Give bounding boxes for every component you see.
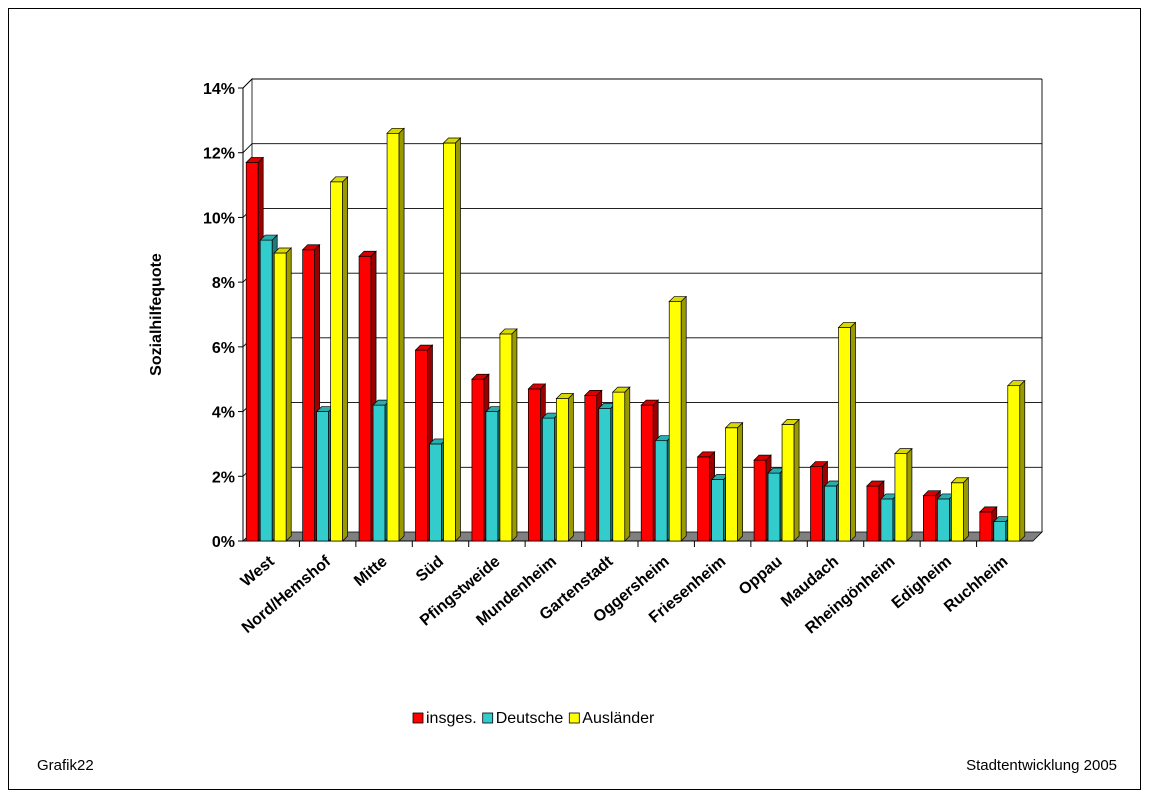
- bar-insges: [697, 456, 710, 542]
- bar-side: [963, 476, 969, 542]
- y-tick-label: 12%: [203, 146, 235, 163]
- bar-auslnder: [781, 424, 795, 542]
- bar-auslnder: [951, 482, 964, 542]
- bar-insges: [302, 249, 315, 542]
- bar-auslnder: [386, 132, 400, 542]
- bar-deutsche: [711, 479, 724, 542]
- bar-side: [624, 386, 631, 542]
- bar-insges: [471, 378, 485, 542]
- bar-insges: [923, 495, 936, 542]
- source-note: Stadtentwicklung 2005: [966, 757, 1117, 774]
- bar-insges: [415, 349, 428, 542]
- bar-side: [793, 418, 800, 542]
- x-tick-label: Süd: [413, 553, 447, 585]
- bar-auslnder: [556, 398, 569, 542]
- bar-auslnder: [894, 453, 908, 542]
- y-tick-label: 8%: [212, 275, 235, 292]
- bar-auslnder: [668, 301, 682, 542]
- bar-deutsche: [767, 472, 781, 542]
- legend-swatch: [568, 712, 580, 724]
- bar-auslnder: [330, 181, 343, 542]
- bar-auslnder: [1007, 385, 1021, 542]
- bar-insges: [245, 162, 259, 542]
- bar-deutsche: [429, 443, 442, 542]
- bar-deutsche: [316, 411, 329, 542]
- bar-insges: [753, 459, 767, 542]
- legend-swatch: [412, 712, 424, 724]
- bar-side: [680, 295, 687, 542]
- legend-label: Deutsche: [496, 710, 564, 727]
- bar-insges: [584, 395, 598, 542]
- chart-frame: 0% 2% 4% 6% 8% 10% 12% 14% Sozialhilfequote West N…: [8, 8, 1141, 790]
- y-tick-label: 6%: [212, 340, 235, 357]
- legend-label: insges.: [426, 710, 477, 727]
- legend-swatch: [482, 712, 494, 724]
- x-tick-label: Oppau: [736, 553, 786, 599]
- y-tick-label: 0%: [212, 534, 235, 551]
- bar-deutsche: [485, 411, 499, 542]
- bar-side: [342, 175, 348, 542]
- bar-insges: [358, 255, 372, 542]
- bar-side: [511, 328, 518, 542]
- figure-number: Grafik22: [37, 757, 94, 774]
- y-tick-label: 14%: [203, 81, 235, 98]
- gridline: [242, 143, 1042, 154]
- bar-side: [737, 421, 743, 542]
- bar-side: [906, 447, 913, 542]
- bar-deutsche: [880, 498, 894, 542]
- bar-insges: [810, 466, 823, 542]
- y-axis-title: Sozialhilfequote: [148, 253, 165, 376]
- bar-side: [285, 247, 292, 542]
- bar-auslnder: [443, 142, 456, 542]
- bar-side: [850, 321, 856, 542]
- bar-side: [568, 392, 574, 542]
- bar-deutsche: [259, 239, 273, 542]
- bar-side: [455, 137, 461, 542]
- bar-deutsche: [824, 485, 837, 542]
- bar-deutsche: [598, 407, 612, 542]
- x-tick-label: West: [238, 553, 279, 591]
- y-tick-label: 2%: [212, 469, 235, 486]
- bar-chart: 0%2%4%6%8%10%12%14%SozialhilfequoteWestN…: [148, 78, 1043, 727]
- bar-auslnder: [725, 427, 738, 542]
- legend-label: Ausländer: [582, 710, 655, 727]
- bar-deutsche: [937, 498, 950, 542]
- bar-side: [1019, 379, 1026, 542]
- y-tick-label: 4%: [212, 405, 235, 422]
- bar-deutsche: [993, 521, 1007, 542]
- bar-insges: [640, 404, 654, 542]
- bar-insges: [866, 485, 880, 542]
- bar-deutsche: [542, 417, 555, 542]
- bar-insges: [528, 388, 541, 542]
- x-tick-label: Mitte: [351, 553, 391, 590]
- bar-insges: [979, 511, 993, 542]
- bar-auslnder: [273, 252, 287, 542]
- y-tick-label: 10%: [203, 210, 235, 227]
- bar-side: [398, 127, 405, 542]
- gridline: [242, 78, 1042, 89]
- bar-deutsche: [654, 440, 668, 542]
- bar-deutsche: [372, 404, 386, 542]
- bar-auslnder: [838, 327, 851, 542]
- bar-auslnder: [612, 391, 626, 542]
- bar-auslnder: [499, 333, 513, 542]
